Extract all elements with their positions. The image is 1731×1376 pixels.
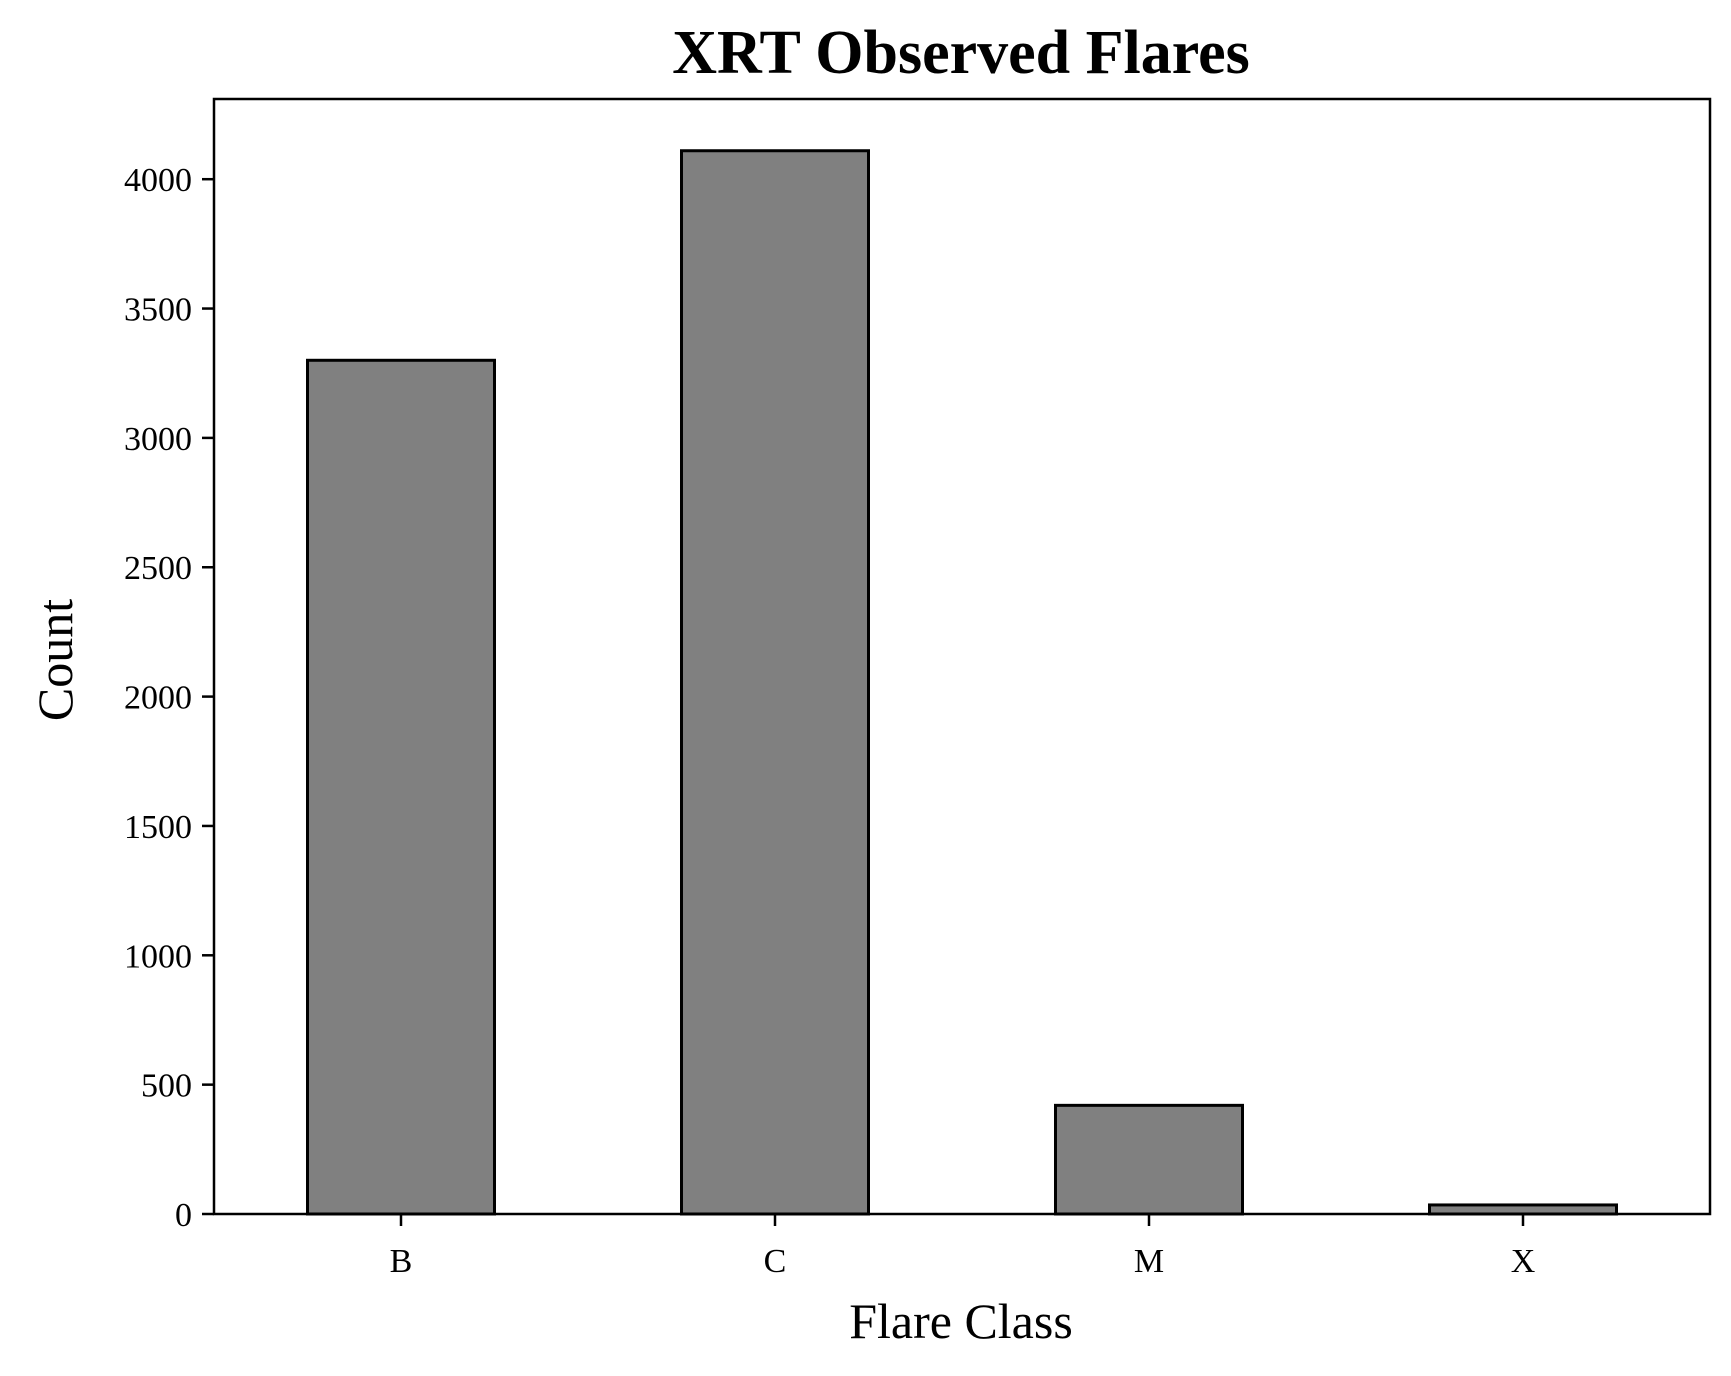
y-tick-label: 1000	[124, 938, 192, 975]
y-tick-label: 0	[175, 1197, 192, 1234]
y-tick-label: 500	[141, 1068, 192, 1105]
bar-c	[680, 149, 870, 1216]
y-tick-label: 3000	[124, 421, 192, 458]
x-tick-label: B	[390, 1243, 413, 1280]
y-tick-label: 1500	[124, 809, 192, 846]
bar-b	[306, 358, 496, 1216]
x-tick-label: M	[1134, 1243, 1164, 1280]
y-tick-label: 4000	[124, 162, 192, 199]
y-axis-label: Count	[27, 599, 83, 721]
bar-m	[1054, 1103, 1244, 1216]
y-tick-label: 2500	[124, 550, 192, 587]
y-tick-label: 2000	[124, 680, 192, 717]
y-tick-label: 3500	[124, 292, 192, 329]
x-tick-label: C	[764, 1243, 787, 1280]
x-axis-label: Flare Class	[849, 1293, 1073, 1349]
axes-frame	[212, 97, 1712, 1216]
x-tick-label: X	[1511, 1243, 1536, 1280]
plot-area: 0 500 1000 1500 2000 2500 3000 3500 4000 B C M X	[124, 97, 1712, 1280]
chart-title: XRT Observed Flares	[672, 19, 1250, 87]
bar-x	[1428, 1203, 1618, 1216]
